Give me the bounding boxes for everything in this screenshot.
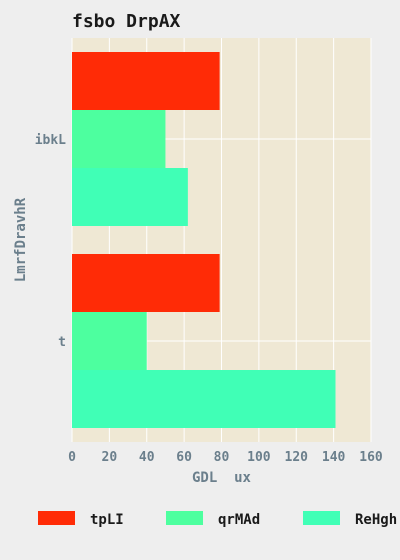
legend-label: ReHgh	[355, 512, 397, 528]
x-tick-label: 80	[214, 450, 230, 465]
x-tick-label: 40	[139, 450, 155, 465]
x-tick-labels: 0 20 40 60 80 100 120 140 160	[68, 450, 383, 465]
x-tick-label: 160	[359, 450, 383, 465]
y-tick-label: t	[58, 335, 66, 350]
x-tick-label: 100	[247, 450, 271, 465]
bar	[72, 370, 336, 428]
bar	[72, 52, 220, 110]
bar	[72, 312, 147, 370]
legend-swatch	[166, 511, 203, 525]
bar	[72, 254, 220, 312]
y-axis-label: LmrfDravhR	[13, 197, 29, 282]
legend-label: qrMAd	[218, 512, 260, 528]
chart-title: fsbo DrpAX	[72, 11, 181, 32]
y-tick-label: ibkL	[35, 133, 66, 148]
x-tick-label: 140	[322, 450, 346, 465]
bars	[72, 52, 336, 428]
legend: tpLI qrMAd ReHgh	[38, 511, 397, 528]
x-axis-label: GDL ux	[192, 470, 252, 486]
x-tick-label: 120	[285, 450, 309, 465]
bar	[72, 168, 188, 226]
legend-label: tpLI	[90, 512, 124, 528]
y-tick-labels: ibkL t	[35, 133, 66, 350]
x-tick-label: 20	[102, 450, 118, 465]
x-tick-label: 0	[68, 450, 76, 465]
legend-swatch	[303, 511, 340, 525]
bar	[72, 110, 166, 168]
x-tick-label: 60	[176, 450, 192, 465]
legend-swatch	[38, 511, 75, 525]
